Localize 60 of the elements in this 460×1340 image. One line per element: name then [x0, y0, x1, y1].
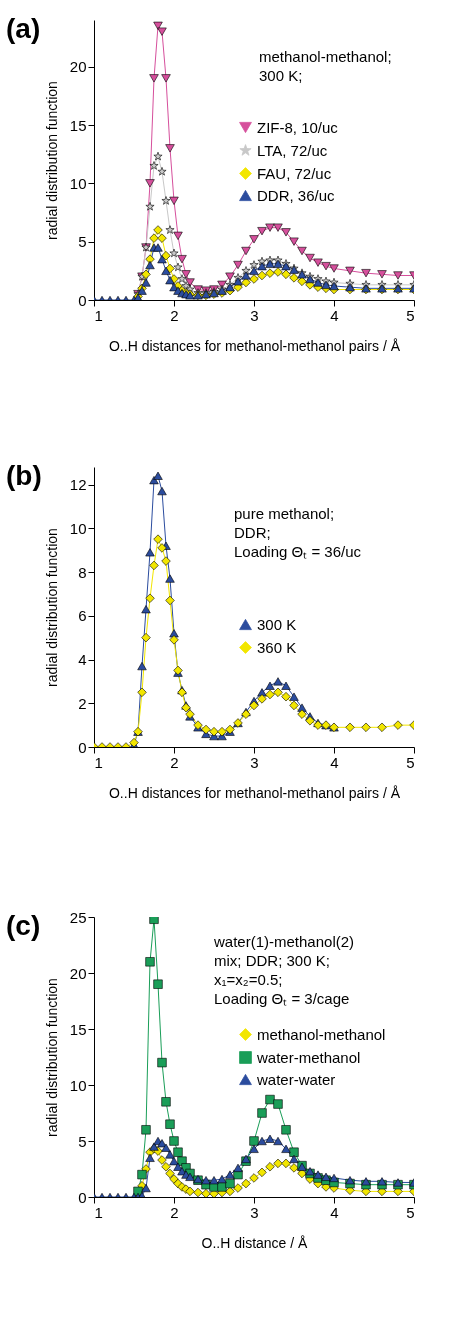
y-tick-label: 10 — [69, 174, 87, 192]
x-axis-title: O..H distances for methanol-methanol pairs / Å — [108, 784, 401, 801]
y-tick-label: 15 — [69, 1020, 87, 1038]
x-tick-label: 5 — [406, 753, 415, 771]
y-tick-label: 5 — [78, 233, 87, 251]
x-tick-label: 4 — [330, 306, 339, 324]
chart-title: (a) — [6, 13, 41, 44]
y-tick-label: 6 — [78, 607, 87, 625]
y-tick-label: 25 — [69, 908, 87, 926]
legend-label: ZIF-8, 10/uc — [257, 118, 339, 136]
y-axis-title: radial distribution function — [43, 528, 60, 687]
y-tick-label: 2 — [78, 694, 87, 712]
y-tick-label: 0 — [78, 291, 87, 309]
legend-label: FAU, 72/uc — [257, 164, 332, 182]
y-tick-label: 20 — [69, 58, 87, 76]
legend-label: 360 K — [257, 638, 297, 656]
x-tick-label: 4 — [330, 1203, 339, 1221]
y-tick-label: 12 — [69, 476, 87, 493]
annotation: Loading Θₜ = 36/uc — [234, 543, 362, 560]
legend-label: methanol-methanol — [257, 1025, 386, 1043]
annotation: water(1)-methanol(2) — [213, 933, 355, 950]
x-tick-label: 1 — [94, 753, 103, 771]
legend-label: water-methanol — [256, 1048, 361, 1066]
annotation: x₁=x₂=0.5; — [214, 971, 283, 988]
x-tick-label: 3 — [250, 306, 259, 324]
annotation: pure methanol; — [234, 505, 335, 522]
annotation: DDR; — [234, 524, 271, 541]
x-tick-label: 5 — [406, 306, 415, 324]
chart-title: (c) — [6, 910, 41, 941]
legend-label: 300 K — [257, 615, 297, 633]
y-tick-label: 8 — [78, 563, 87, 581]
x-tick-label: 3 — [250, 1203, 259, 1221]
x-tick-label: 2 — [170, 306, 179, 324]
y-tick-label: 10 — [69, 1076, 87, 1094]
x-tick-label: 2 — [170, 753, 179, 771]
x-tick-label: 1 — [94, 306, 103, 324]
annotation: 300 K; — [259, 67, 303, 84]
y-tick-label: 20 — [69, 964, 87, 982]
y-tick-label: 15 — [69, 116, 87, 134]
x-tick-label: 3 — [250, 753, 259, 771]
y-axis-title: radial distribution function — [43, 978, 60, 1137]
y-tick-label: 4 — [78, 651, 87, 668]
x-axis-title: O..H distances for methanol-methanol pairs / Å — [108, 337, 401, 354]
annotation: mix; DDR; 300 K; — [214, 952, 330, 969]
y-axis-title: radial distribution function — [43, 81, 60, 240]
y-tick-label: 5 — [78, 1132, 87, 1150]
x-axis-title: O..H distance / Å — [201, 1234, 309, 1251]
x-tick-label: 1 — [94, 1203, 103, 1221]
chart-title: (b) — [6, 460, 42, 491]
x-tick-label: 5 — [406, 1203, 415, 1221]
legend-label: water-water — [256, 1070, 336, 1088]
legend-label: DDR, 36/uc — [257, 186, 336, 204]
y-tick-label: 0 — [78, 738, 87, 756]
y-tick-label: 0 — [78, 1188, 87, 1206]
x-tick-label: 4 — [330, 753, 339, 771]
y-tick-label: 10 — [69, 519, 87, 537]
annotation: Loading Θₜ = 3/cage — [214, 990, 350, 1007]
annotation: methanol-methanol; — [259, 48, 392, 65]
x-tick-label: 2 — [170, 1203, 179, 1221]
legend-label: LTA, 72/uc — [257, 141, 328, 159]
